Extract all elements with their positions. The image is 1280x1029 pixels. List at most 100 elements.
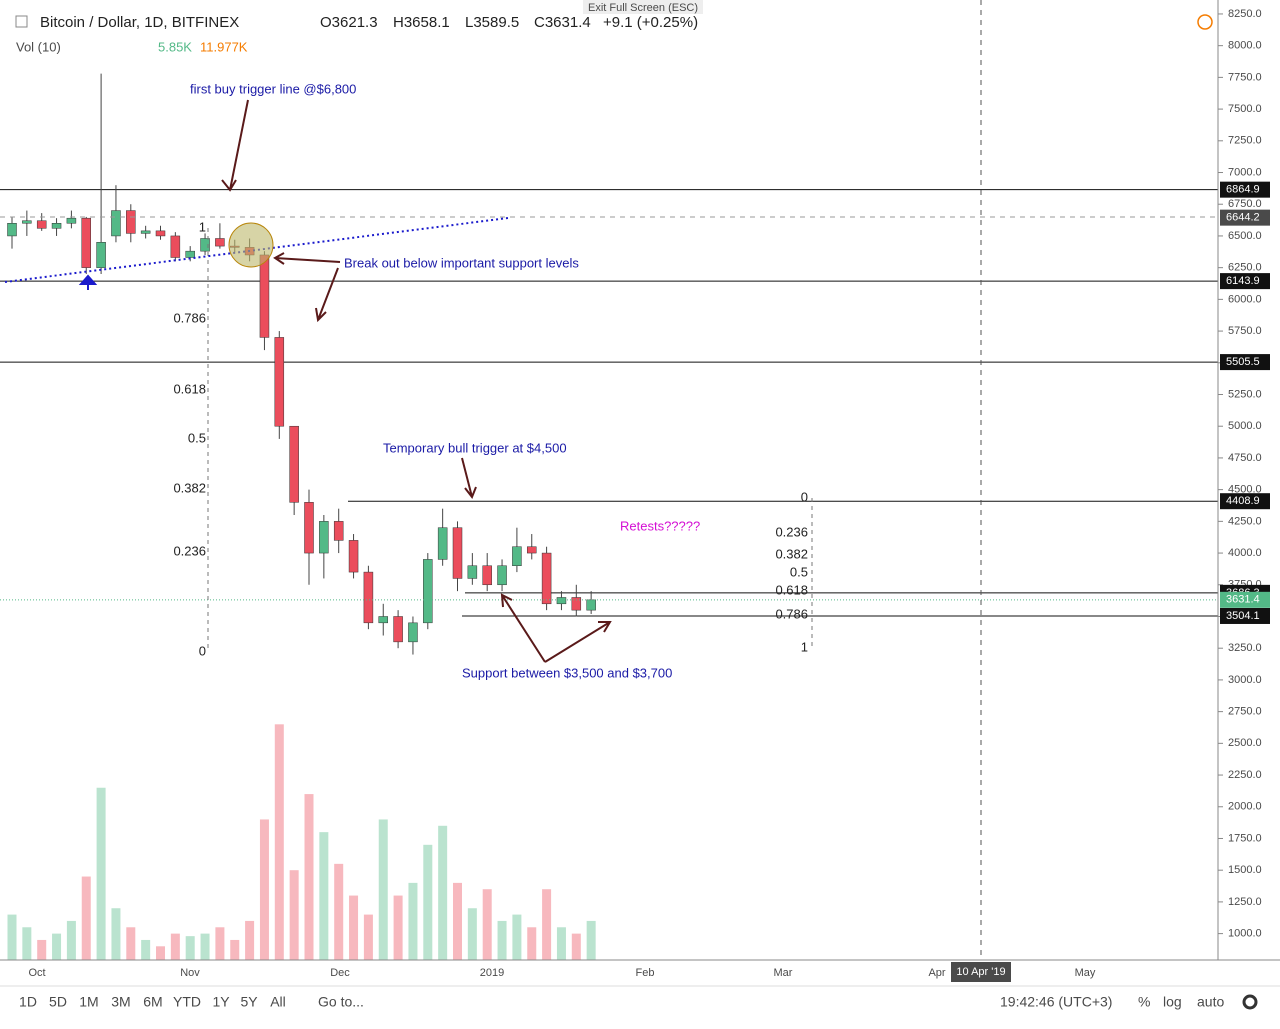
y-tick-label: 6500.0 <box>1228 230 1262 242</box>
candle-body <box>586 599 596 611</box>
volume-bar <box>467 908 477 960</box>
ohlc-close: C3631.4 <box>534 14 591 31</box>
level-label-box <box>1220 273 1270 290</box>
exit-button[interactable] <box>583 0 703 14</box>
range-button[interactable]: All <box>270 994 286 1010</box>
ohlc-change: +9.1 (+0.25%) <box>603 14 698 31</box>
clock: 19:42:46 (UTC+3) <box>1000 994 1112 1010</box>
y-tick-label: 1750.0 <box>1228 832 1262 844</box>
y-tick-label: 5250.0 <box>1228 388 1262 400</box>
alert-icon[interactable] <box>1197 14 1213 30</box>
candle-body <box>556 597 567 605</box>
y-tick-label: 2750.0 <box>1228 706 1262 718</box>
fib-label: 0 <box>199 643 206 658</box>
y-tick-label: 8000.0 <box>1228 40 1262 52</box>
volume-readout: 11.977K <box>200 39 248 54</box>
candle-body <box>215 238 225 247</box>
volume-title[interactable]: Vol (10) <box>16 39 61 54</box>
annotation: Retests????? <box>620 518 700 533</box>
crosshair-price-box <box>1220 209 1270 226</box>
x-tick-label: Mar <box>774 967 793 979</box>
volume-bar <box>393 895 403 960</box>
y-tick-label: 6250.0 <box>1228 262 1262 274</box>
candle-body <box>452 527 463 579</box>
fib-label: 0.236 <box>173 543 206 558</box>
candle-body <box>111 210 121 237</box>
y-tick-label: 7000.0 <box>1228 166 1262 178</box>
range-button[interactable]: 3M <box>111 994 130 1010</box>
candle-body <box>51 223 62 229</box>
fib-label: 0.236 <box>775 524 808 539</box>
y-tick-label: 3250.0 <box>1228 642 1262 654</box>
candle-body <box>437 527 448 560</box>
y-tick-label: 5000.0 <box>1228 420 1262 432</box>
volume-bar <box>111 908 121 960</box>
volume-bar <box>349 895 359 960</box>
candle-body <box>512 546 522 567</box>
exit-label[interactable]: Exit Full Screen (ESC) <box>588 2 698 14</box>
y-tick-label: 7750.0 <box>1228 71 1262 83</box>
volume-bar <box>126 927 136 960</box>
level-label-box <box>1220 607 1270 624</box>
level-label: 5505.5 <box>1226 356 1260 368</box>
candle-body <box>423 559 433 624</box>
range-button[interactable]: 5Y <box>240 994 258 1010</box>
level-label-box <box>1220 181 1270 198</box>
x-tick-label: May <box>1075 967 1096 979</box>
range-button[interactable]: YTD <box>173 994 201 1010</box>
range-button[interactable]: 1M <box>79 994 98 1010</box>
crosshair-date-box <box>951 962 1011 982</box>
y-tick-label: 3000.0 <box>1228 674 1262 686</box>
ohlc-low: L3589.5 <box>465 14 519 31</box>
level-label: 6864.9 <box>1226 184 1260 196</box>
auto-toggle[interactable]: auto <box>1197 994 1224 1010</box>
range-button[interactable]: 5D <box>49 994 67 1010</box>
percent-toggle[interactable]: % <box>1138 994 1150 1010</box>
level-label: 4408.9 <box>1226 495 1260 507</box>
plot <box>0 73 1218 960</box>
candle-body <box>467 565 478 579</box>
x-tick-label: Dec <box>330 967 350 979</box>
x-tick-label: Nov <box>180 967 200 979</box>
annotation: first buy trigger line @$6,800 <box>190 81 356 96</box>
volume-bar <box>586 920 596 960</box>
candle-body <box>126 210 136 234</box>
candle-body <box>81 217 91 268</box>
y-tick-label: 6750.0 <box>1228 198 1262 210</box>
collapse-icon[interactable] <box>15 15 28 28</box>
range-buttons: 1D 5D 1M 3M 6M YTD 1Y 5Y All <box>19 994 286 1010</box>
last-price-box <box>1220 591 1270 608</box>
fib-label: 1 <box>199 219 206 234</box>
volume-bar <box>259 819 269 960</box>
settings-icon[interactable] <box>1242 994 1258 1010</box>
crosshair-date: 10 Apr '19 <box>956 966 1005 978</box>
candle-body <box>304 502 314 554</box>
fib-label: 0.618 <box>173 381 206 396</box>
candle-body <box>393 616 403 643</box>
y-tick-label: 4500.0 <box>1228 484 1262 496</box>
fib-label: 0.5 <box>188 430 206 445</box>
candle-body <box>319 521 329 554</box>
y-tick-label: 4000.0 <box>1228 547 1262 559</box>
volume-bar <box>156 946 165 960</box>
range-button[interactable]: 1Y <box>212 994 230 1010</box>
volume-bar <box>170 933 180 960</box>
volume-bar <box>482 889 492 960</box>
y-tick-label: 7500.0 <box>1228 103 1262 115</box>
fib-label: 0 <box>801 489 808 504</box>
candle-body <box>200 238 210 252</box>
fib-label: 1 <box>801 639 808 654</box>
range-button[interactable]: 6M <box>143 994 162 1010</box>
level-label-box <box>1220 354 1270 371</box>
range-button[interactable]: 1D <box>19 994 37 1010</box>
volume-bar <box>37 939 47 960</box>
symbol-title[interactable]: Bitcoin / Dollar, 1D, BITFINEX <box>40 14 239 31</box>
log-toggle[interactable]: log <box>1163 994 1182 1010</box>
fib-label: 0.618 <box>775 582 808 597</box>
candle-body <box>66 217 77 224</box>
volume-bar <box>334 863 344 960</box>
volume-bar <box>512 914 522 960</box>
goto-button[interactable]: Go to... <box>318 994 364 1010</box>
volume-bar <box>378 819 388 960</box>
